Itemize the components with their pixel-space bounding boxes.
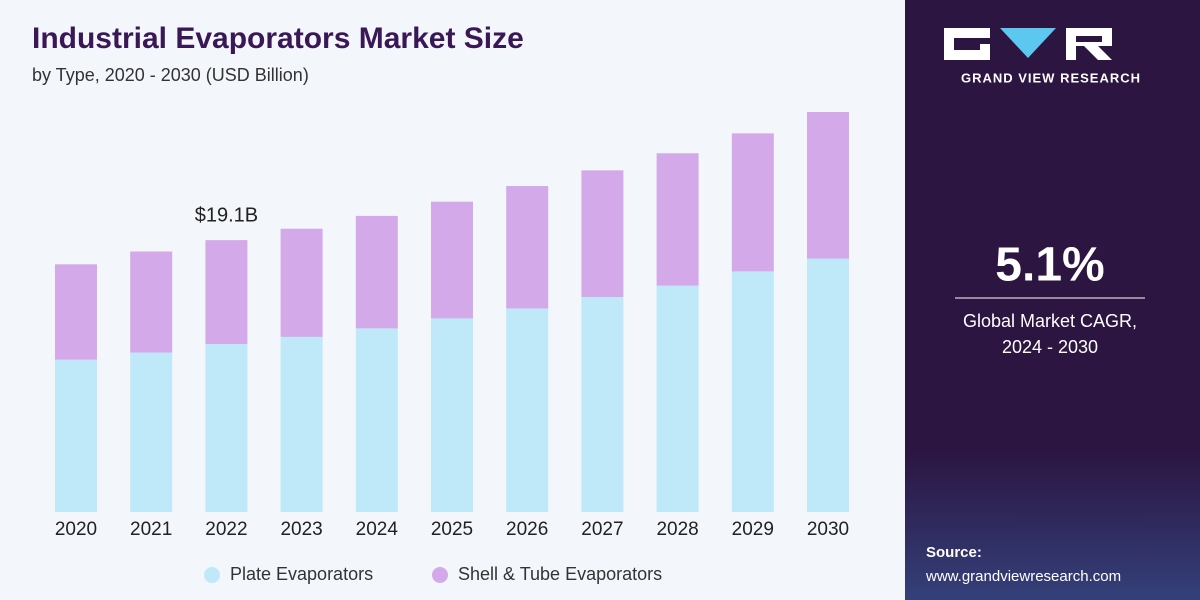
- bar-segment: [807, 258, 849, 512]
- x-tick-label: 2020: [55, 519, 97, 540]
- x-tick-label: 2029: [732, 519, 774, 540]
- x-tick-label: 2028: [656, 519, 698, 540]
- legend-label: Plate Evaporators: [230, 564, 373, 584]
- sidebar-background: [905, 0, 1200, 600]
- legend-marker: [432, 567, 448, 583]
- cagr-value: 5.1%: [995, 239, 1104, 292]
- legend-marker: [204, 567, 220, 583]
- bar-segment: [130, 251, 173, 353]
- bar-segment: [55, 359, 97, 512]
- x-tick-label: 2024: [356, 519, 399, 540]
- bar-segment: [581, 297, 624, 512]
- source-label: Source:: [926, 544, 982, 561]
- legend-label: Shell & Tube Evaporators: [458, 564, 662, 584]
- cagr-label: Global Market CAGR,: [963, 311, 1137, 331]
- bar-segment: [431, 318, 473, 512]
- x-tick-label: 2026: [506, 519, 548, 540]
- bar-segment: [807, 112, 849, 259]
- bar-segment: [656, 153, 699, 286]
- logo-r: [1066, 28, 1112, 60]
- x-tick-label: 2025: [431, 519, 473, 540]
- x-tick-label: 2023: [280, 519, 322, 540]
- brand: GRAND VIEW RESEARCH: [961, 70, 1141, 85]
- bar-segment: [355, 328, 398, 512]
- bar-segment: [130, 352, 173, 512]
- logo: [944, 28, 1112, 60]
- bar-segment: [506, 308, 549, 512]
- chart-title: Industrial Evaporators Market Size: [32, 22, 524, 55]
- bar-segment: [205, 344, 248, 512]
- bar-segment: [581, 170, 624, 298]
- logo-g: [944, 28, 990, 60]
- chart-subtitle: by Type, 2020 - 2030 (USD Billion): [32, 65, 309, 85]
- bar-segment: [506, 186, 549, 309]
- bar-segment: [280, 228, 323, 337]
- source-url: www.grandviewresearch.com: [925, 568, 1121, 585]
- bar-segment: [656, 285, 699, 512]
- bar-segment: [431, 201, 473, 319]
- bar-segment: [731, 271, 774, 512]
- bar-segment: [280, 336, 323, 512]
- x-tick-label: 2027: [581, 519, 623, 540]
- bar-segment: [55, 264, 97, 360]
- bar-segment: [355, 215, 398, 329]
- annotation: $19.1B: [195, 204, 258, 226]
- x-tick-label: 2022: [205, 519, 247, 540]
- x-tick-label: 2030: [807, 519, 849, 540]
- cagr-label: 2024 - 2030: [1002, 337, 1098, 357]
- bar-segment: [205, 240, 248, 345]
- x-tick-label: 2021: [130, 519, 172, 540]
- bar-segment: [731, 133, 774, 272]
- logo-v: [1000, 28, 1056, 58]
